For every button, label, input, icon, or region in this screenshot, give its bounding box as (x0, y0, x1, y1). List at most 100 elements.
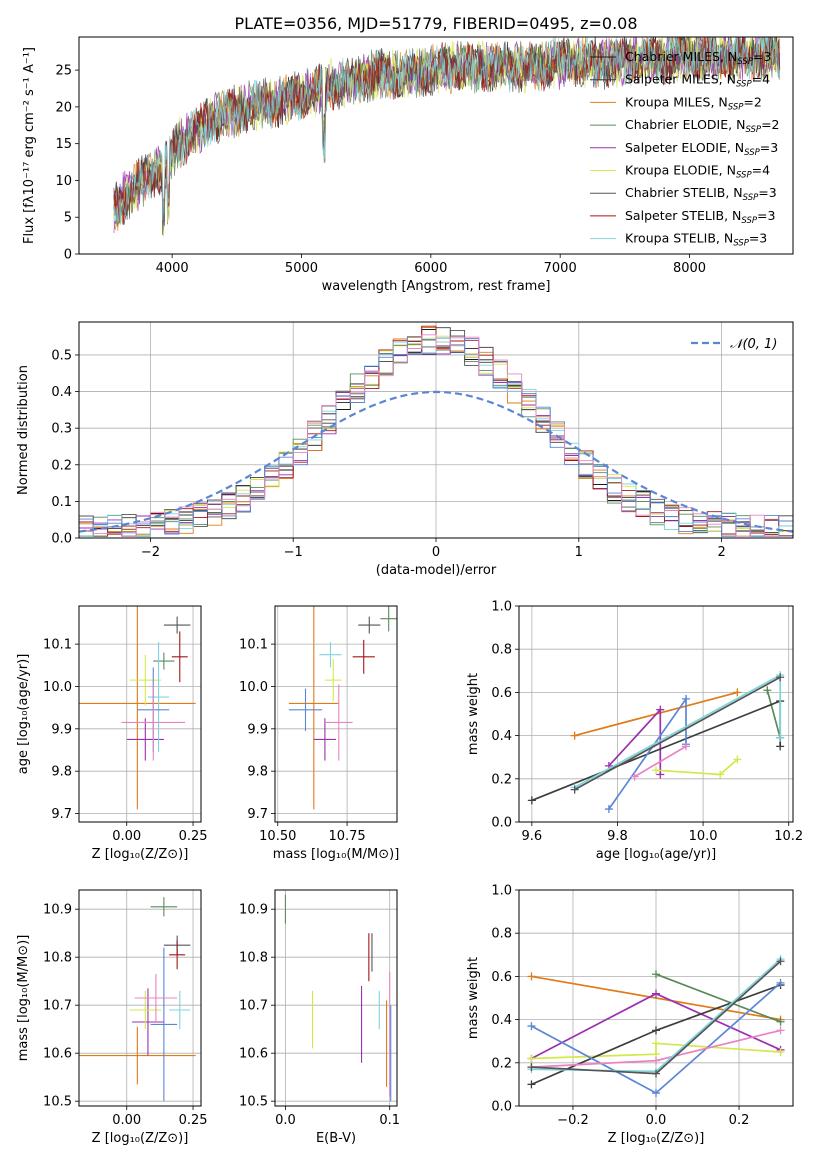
y-tick-label: 20 (55, 100, 72, 115)
legend-label: Salpeter MILES, NSSP=4 (625, 72, 770, 90)
weight-marker (652, 766, 660, 775)
y-tick-label: 0.0 (491, 1100, 512, 1115)
weight-marker (652, 1089, 660, 1098)
axes-frame (78, 605, 202, 823)
legend-label: Chabrier MILES, NSSP=3 (625, 49, 771, 67)
weight-marker (652, 1026, 660, 1035)
x-axis-label: Z [log₁₀(Z/Z⊙)] (608, 1131, 705, 1146)
y-tick-label: 9.9 (51, 722, 72, 737)
y-tick-label: 10.6 (239, 1047, 268, 1062)
legend-label: Chabrier ELODIE, NSSP=2 (625, 117, 780, 135)
panel-age_vs_mass: 10.50 10.75 9.7 9.8 9.9 10.0 10.1 mass [log₁₀(M… (239, 605, 400, 862)
y-tick-label: 10.5 (239, 1095, 268, 1110)
y-tick-label: 0.8 (491, 927, 512, 942)
panel-mass_vs_ebv: 0.0 0.1 10.5 10.6 10.7 10.8 10.9 E(B-V) (239, 889, 400, 1146)
x-tick-label: 9.8 (607, 829, 628, 844)
y-tick-label: 10.9 (239, 903, 268, 918)
y-tick-label: 10.8 (239, 951, 268, 966)
weight-marker (604, 805, 613, 814)
axes-frame (78, 36, 794, 255)
legend-label: 𝒩(0, 1) (730, 337, 777, 352)
y-tick-label: 10.7 (43, 999, 72, 1014)
weight-marker (652, 1056, 660, 1065)
y-tick-label: 10.0 (239, 680, 268, 695)
y-tick-label: 0.6 (491, 970, 512, 985)
x-tick-label: 10.0 (689, 829, 718, 844)
weight-marker (656, 770, 665, 779)
weight-line (531, 975, 781, 1021)
weight-marker (652, 970, 660, 979)
axes-frame (518, 889, 794, 1107)
weight-marker (630, 772, 639, 781)
y-tick-label: 0.4 (491, 1013, 512, 1028)
plot-area (284, 894, 392, 1102)
x-axis-label: age [log₁₀(age/yr)] (596, 847, 717, 862)
y-tick-label: 10.7 (239, 999, 268, 1014)
y-tick-label: 9.7 (247, 807, 268, 822)
normal-curve (79, 390, 793, 533)
spectrum-line (113, 37, 781, 226)
x-axis-label: Z [log₁₀(Z/Z⊙)] (92, 1131, 189, 1146)
weight-marker (776, 733, 785, 742)
legend-label: Salpeter STELIB, NSSP=3 (625, 208, 775, 226)
x-tick-label: 10.75 (328, 829, 365, 844)
x-tick-label: 9.6 (522, 829, 543, 844)
axes-frame (518, 605, 794, 823)
weight-marker (776, 1048, 785, 1056)
legend-label: Kroupa MILES, NSSP=2 (625, 94, 762, 112)
weight-marker (652, 1039, 660, 1048)
weight-marker (776, 673, 785, 682)
histogram-step (79, 344, 793, 537)
axes-frame (274, 889, 398, 1107)
y-tick-label: 0.2 (491, 1056, 512, 1071)
weight-marker (570, 731, 579, 740)
weight-line (574, 676, 781, 791)
axes-frame (78, 321, 794, 539)
y-tick-label: 10.1 (43, 638, 72, 653)
legend-label: Kroupa ELODIE, NSSP=4 (625, 163, 770, 181)
y-tick-label: 5 (64, 211, 72, 226)
y-tick-label: 0.2 (51, 458, 72, 473)
plot-area (113, 37, 781, 237)
x-tick-label: 0.2 (729, 1113, 750, 1128)
x-tick-label: 1 (575, 545, 583, 560)
y-tick-label: 10 (55, 174, 72, 189)
weight-marker (776, 978, 785, 987)
x-axis-label: mass [log₁₀(M/M⊙)] (273, 847, 400, 862)
panel-age_vs_Z: 0.00 0.25 9.7 9.8 9.9 10.0 10.1 Z [log₁₀(Z/Z⊙)]… (16, 605, 208, 862)
x-axis-label: Z [log₁₀(Z/Z⊙)] (92, 847, 189, 862)
weight-marker (776, 1026, 785, 1035)
y-tick-label: 0.4 (51, 385, 72, 400)
legend-label: Chabrier STELIB, NSSP=3 (625, 185, 777, 203)
panel-weight_vs_Z: −0.2 0.0 0.2 0.0 0.2 0.4 0.6 0.8 1.0 Z [log₁₀(Z/Z… (466, 884, 794, 1146)
panel-spectrum: 4000 5000 6000 7000 8000 0 5 10 15 20 25 wavelength… (22, 36, 794, 294)
x-axis-label: E(B-V) (316, 1131, 356, 1146)
weight-marker (527, 1063, 536, 1072)
x-tick-label: −0.2 (557, 1113, 589, 1128)
weight-marker (570, 785, 579, 794)
x-tick-label: 5000 (285, 261, 318, 276)
x-tick-label: 8000 (673, 261, 706, 276)
weight-marker (527, 972, 536, 981)
weight-marker (527, 1054, 536, 1063)
x-tick-label: 7000 (544, 261, 577, 276)
y-tick-label: 10.8 (43, 951, 72, 966)
x-tick-label: 0.0 (646, 1113, 667, 1128)
y-tick-label: 25 (55, 64, 72, 79)
weight-marker (733, 755, 742, 764)
weight-line (634, 745, 687, 778)
figure-title: PLATE=0356, MJD=51779, FIBERID=0495, z=0… (234, 14, 637, 33)
y-tick-label: 9.8 (51, 765, 72, 780)
weight-marker (652, 989, 660, 998)
plot-area (79, 606, 196, 810)
y-tick-label: 10.9 (43, 903, 72, 918)
plot-area (288, 606, 397, 810)
y-tick-label: 0.5 (51, 348, 72, 363)
y-tick-label: 0.0 (51, 532, 72, 547)
weight-marker (776, 1017, 785, 1026)
x-tick-label: 6000 (414, 261, 447, 276)
weight-line (766, 689, 782, 739)
y-axis-label: mass weight (466, 673, 481, 755)
legend-label: Salpeter ELODIE, NSSP=3 (625, 140, 778, 158)
